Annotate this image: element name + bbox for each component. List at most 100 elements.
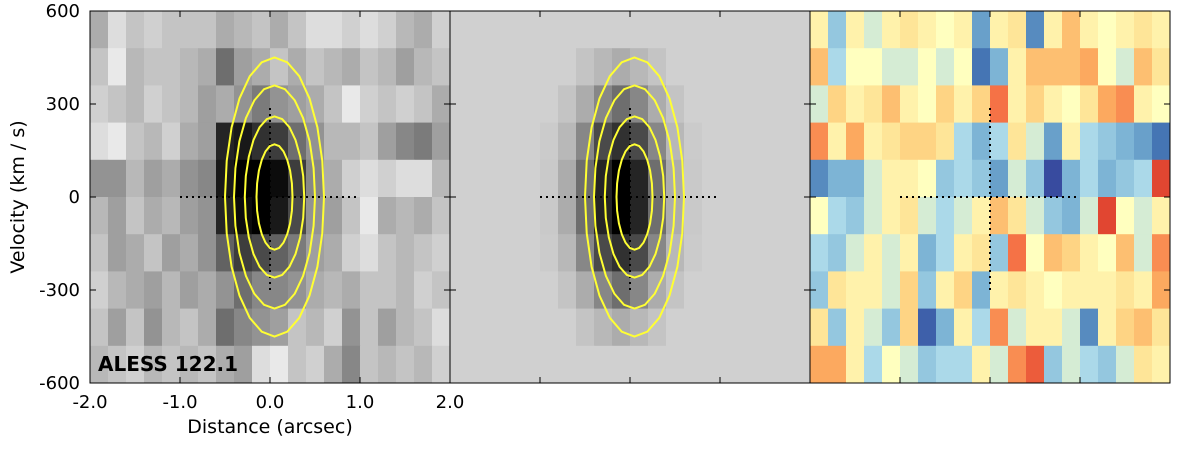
heatmap-cell xyxy=(666,271,685,309)
heatmap-cell xyxy=(900,11,919,49)
heatmap-cell xyxy=(396,234,415,272)
heatmap-cell xyxy=(882,345,901,384)
contour-level xyxy=(603,115,666,279)
heatmap-cell xyxy=(684,48,703,86)
heatmap-cell xyxy=(918,85,937,123)
heatmap-cell xyxy=(720,345,739,384)
heatmap-cell xyxy=(360,85,379,123)
heatmap-cell xyxy=(648,345,667,384)
heatmap-cell xyxy=(756,308,775,347)
heatmap-cell xyxy=(468,48,487,86)
heatmap-cell xyxy=(1152,345,1171,384)
heatmap-cell xyxy=(252,85,271,123)
heatmap-cell xyxy=(90,308,109,347)
heatmap-cell xyxy=(342,159,361,198)
heatmap-cell xyxy=(1008,122,1027,161)
heatmap-cell xyxy=(1098,234,1117,272)
heatmap-cell xyxy=(828,48,847,86)
heatmap-cell xyxy=(270,11,289,49)
heatmap-cell xyxy=(846,122,865,161)
heatmap-cell xyxy=(828,85,847,123)
heatmap-cell xyxy=(180,234,199,272)
heatmap-cell xyxy=(846,345,865,384)
heatmap-cell xyxy=(864,234,883,272)
heatmap-cell xyxy=(414,308,433,347)
heatmap-cell xyxy=(468,197,487,235)
heatmap-cell xyxy=(1116,48,1135,86)
heatmap-cell xyxy=(432,11,451,49)
heatmap-cell xyxy=(1044,48,1063,86)
heatmap-cell xyxy=(1044,85,1063,123)
heatmap-cell xyxy=(1044,271,1063,309)
contour-level xyxy=(232,84,316,310)
heatmap-cell xyxy=(1062,11,1081,49)
heatmap-cell xyxy=(414,271,433,309)
heatmap-cell xyxy=(522,48,541,86)
panel-model xyxy=(449,10,811,384)
heatmap-cell xyxy=(1116,271,1135,309)
heatmap-cell xyxy=(846,308,865,347)
heatmap-cell xyxy=(414,345,433,384)
heatmap-cell xyxy=(90,159,109,198)
heatmap-cell xyxy=(900,48,919,86)
heatmap-cell xyxy=(270,271,289,309)
heatmap-cell xyxy=(828,308,847,347)
heatmap-cell xyxy=(1152,159,1171,198)
heatmap-cell xyxy=(144,85,163,123)
heatmap-cell xyxy=(486,308,505,347)
heatmap-cell xyxy=(990,271,1009,309)
heatmap-cell xyxy=(450,159,469,198)
heatmap-cell xyxy=(180,11,199,49)
heatmap-cell xyxy=(540,48,559,86)
heatmap-cell xyxy=(1116,197,1135,235)
heatmap-cell xyxy=(180,122,199,161)
heatmap-cell xyxy=(684,345,703,384)
heatmap-cell xyxy=(504,345,523,384)
heatmap-cell xyxy=(108,11,127,49)
heatmap-cell xyxy=(882,48,901,86)
heatmap-cell xyxy=(216,345,235,384)
heatmap-cell xyxy=(702,345,721,384)
heatmap-cell xyxy=(216,48,235,86)
heatmap-cell xyxy=(630,11,649,49)
heatmap-cell xyxy=(360,345,379,384)
heatmap-cell xyxy=(702,48,721,86)
heatmap-cell xyxy=(810,345,829,384)
heatmap-cell xyxy=(486,345,505,384)
heatmap-cell xyxy=(216,85,235,123)
heatmap-cell xyxy=(198,11,217,49)
heatmap-cell xyxy=(468,11,487,49)
heatmap-cell xyxy=(1062,85,1081,123)
heatmap-cell xyxy=(720,48,739,86)
heatmap-cell xyxy=(918,308,937,347)
heatmap-cell xyxy=(612,271,631,309)
x-tick-label: 0.0 xyxy=(256,392,285,413)
heatmap-cell xyxy=(792,11,811,49)
contour-level xyxy=(255,143,294,251)
heatmap-cell xyxy=(378,308,397,347)
heatmap-cell xyxy=(126,11,145,49)
heatmap-cell xyxy=(630,159,649,198)
heatmap-cell xyxy=(936,159,955,198)
heatmap-cell xyxy=(864,159,883,198)
heatmap-cell xyxy=(414,85,433,123)
heatmap-cell xyxy=(324,197,343,235)
heatmap-cell xyxy=(792,159,811,198)
panels xyxy=(89,10,1171,384)
heatmap-cell xyxy=(576,345,595,384)
heatmap-cell xyxy=(1152,234,1171,272)
heatmap-cell xyxy=(1116,234,1135,272)
heatmap-cell xyxy=(324,271,343,309)
heatmap-cell xyxy=(378,271,397,309)
heatmap-cell xyxy=(918,11,937,49)
heatmap-cell xyxy=(612,85,631,123)
heatmap-cell xyxy=(684,11,703,49)
heatmap-cell xyxy=(702,159,721,198)
heatmap-cell xyxy=(1044,345,1063,384)
heatmap-cell xyxy=(252,48,271,86)
heatmap-cell xyxy=(270,308,289,347)
heatmap-cell xyxy=(1098,308,1117,347)
heatmap-cell xyxy=(612,234,631,272)
heatmap-cell xyxy=(198,85,217,123)
heatmap-cell xyxy=(1026,308,1045,347)
